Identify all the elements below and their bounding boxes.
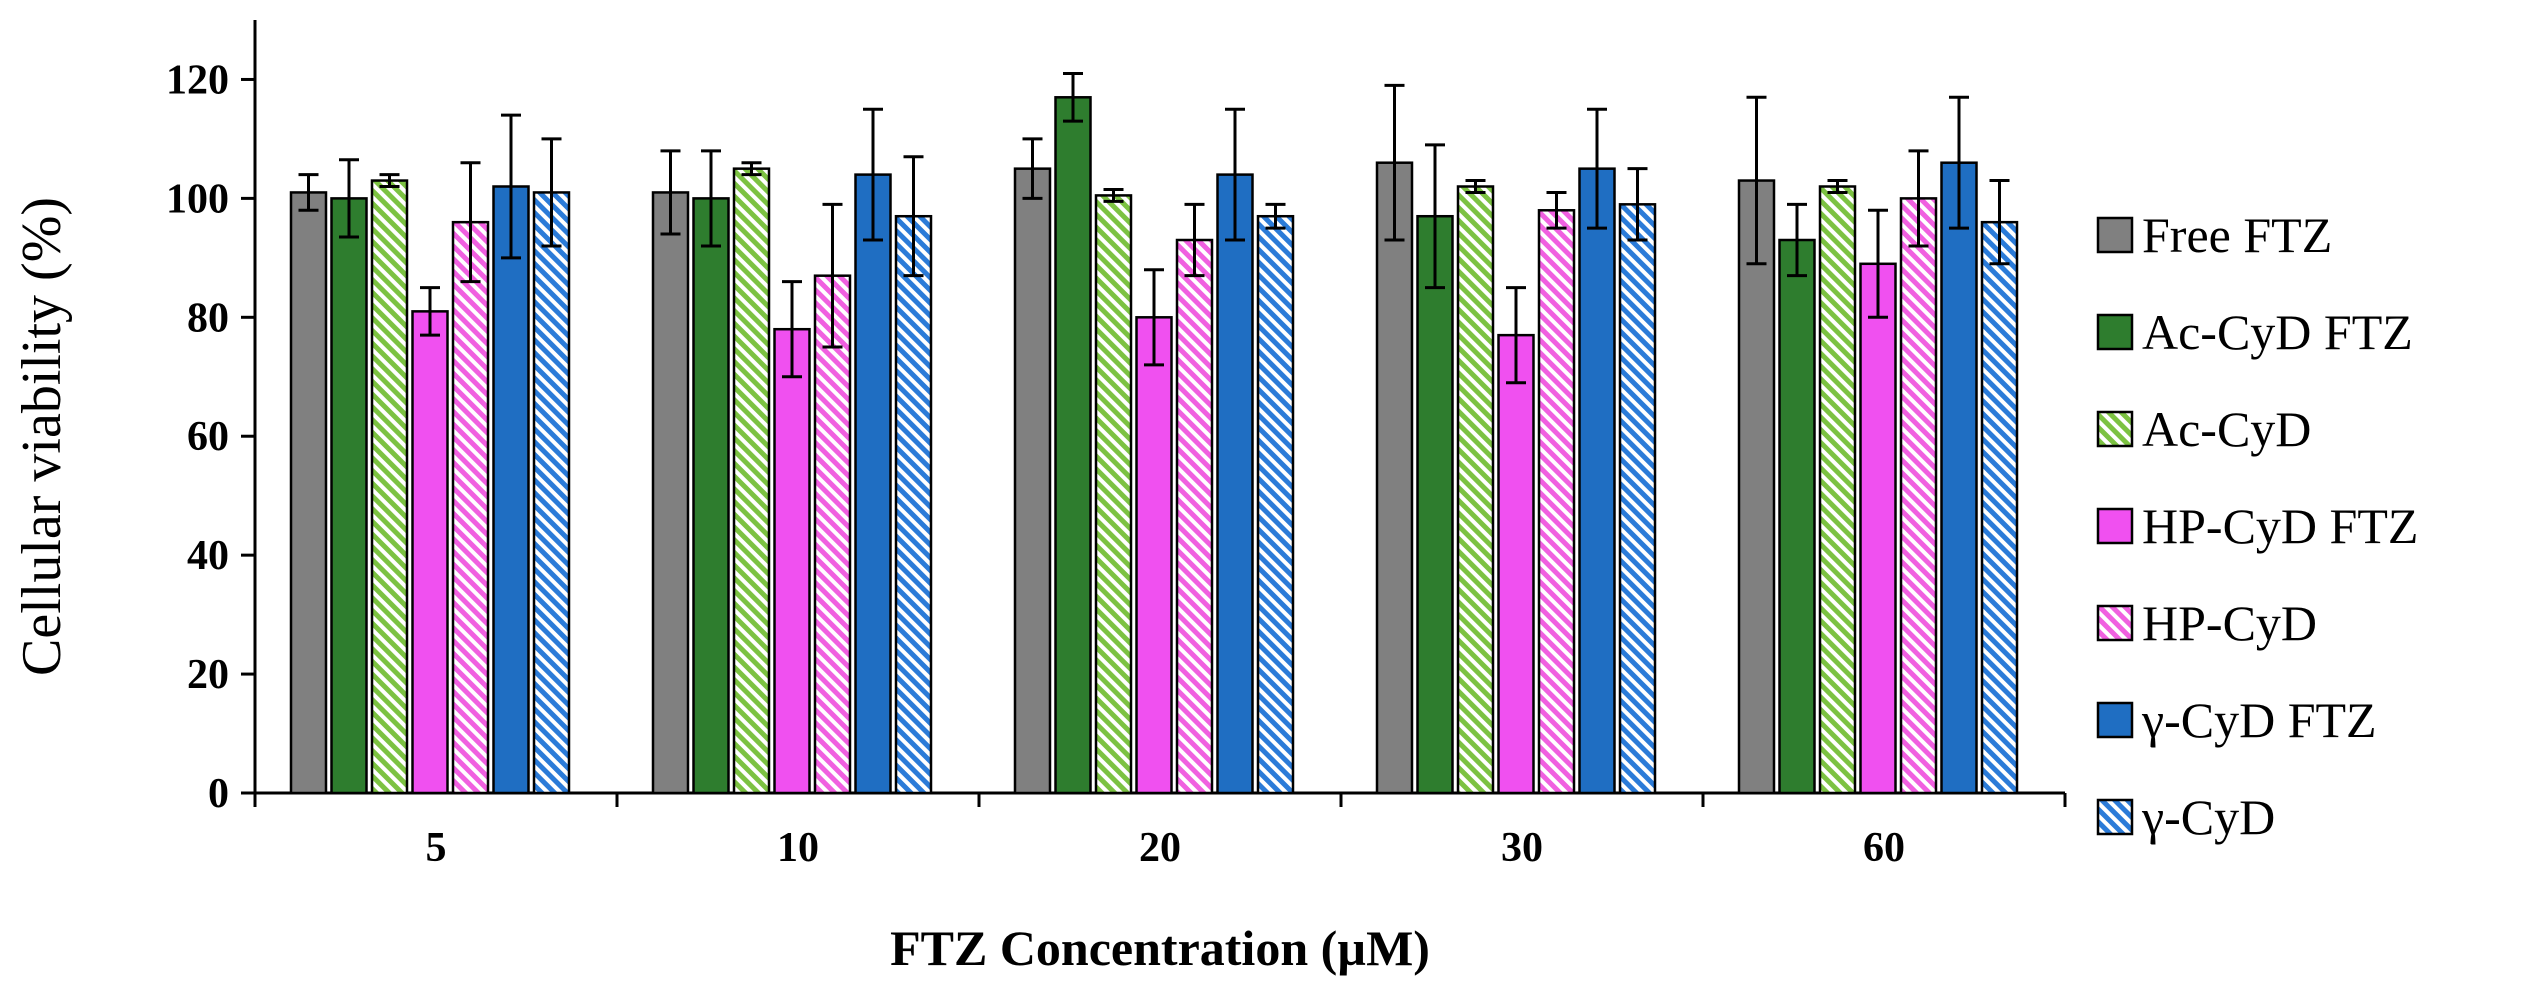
x-tick-label: 60 [1863, 825, 1905, 871]
bar--cyd-ftz-20 [1216, 173, 1254, 795]
bar-hp-cyd-10 [813, 274, 852, 795]
bar-ac-cyd-ftz-30 [1416, 214, 1454, 795]
y-tick-label: 20 [187, 652, 229, 698]
bar-hp-cyd-ftz-20 [1135, 316, 1173, 795]
legend-swatch [2096, 701, 2134, 739]
legend-swatch [2096, 798, 2134, 836]
bar-ac-cyd-ftz-10 [692, 197, 730, 795]
legend-swatch [2096, 410, 2134, 448]
bar-hp-cyd-5 [451, 220, 490, 795]
bar--cyd-10 [894, 214, 933, 795]
y-tick-label: 40 [187, 533, 229, 579]
bar--cyd-60 [1980, 220, 2019, 795]
bar-free-ftz-60 [1737, 179, 1776, 795]
legend-swatch [2096, 604, 2134, 642]
bar-ac-cyd-60 [1818, 185, 1857, 795]
x-tick-label: 30 [1501, 825, 1543, 871]
legend-label: HP-CyD [2142, 595, 2317, 651]
bar--cyd-5 [532, 191, 571, 795]
y-tick-label: 60 [187, 414, 229, 460]
x-tick-label: 5 [426, 825, 447, 871]
legend-label: γ-CyD FTZ [2141, 692, 2377, 748]
bar-hp-cyd-30 [1537, 209, 1576, 795]
legend-label: Free FTZ [2142, 207, 2332, 263]
bar--cyd-ftz-30 [1578, 167, 1616, 795]
bars [289, 96, 2019, 795]
y-axis-label: Cellular viability (%) [11, 197, 73, 676]
bar-free-ftz-5 [289, 191, 328, 795]
legend-label: Ac-CyD FTZ [2142, 304, 2413, 360]
y-tick-label: 80 [187, 295, 229, 341]
x-tick-label: 10 [777, 825, 819, 871]
bar-hp-cyd-60 [1899, 197, 1938, 795]
bar-ac-cyd-10 [732, 167, 771, 795]
x-axis-label: FTZ Concentration (µM) [890, 920, 1430, 976]
legend-label: Ac-CyD [2142, 401, 2311, 457]
y-tick-label: 120 [166, 57, 229, 103]
bar-ac-cyd-5 [370, 179, 409, 795]
x-tick-label: 20 [1139, 825, 1181, 871]
bar-hp-cyd-ftz-60 [1859, 262, 1897, 795]
bar--cyd-ftz-5 [492, 185, 530, 795]
bar--cyd-30 [1618, 203, 1657, 795]
bar-ac-cyd-ftz-5 [330, 197, 368, 795]
bar-ac-cyd-30 [1456, 185, 1495, 795]
error-bars [298, 72, 2010, 385]
legend-label: HP-CyD FTZ [2142, 498, 2418, 554]
bar-ac-cyd-ftz-20 [1054, 96, 1092, 795]
bar-ac-cyd-20 [1094, 194, 1133, 795]
legend-swatch [2096, 507, 2134, 545]
legend-swatch [2096, 216, 2134, 254]
bar-hp-cyd-ftz-5 [411, 310, 449, 795]
bar--cyd-20 [1256, 214, 1295, 795]
y-tick-label: 0 [208, 771, 229, 817]
legend-label: γ-CyD [2141, 789, 2275, 845]
bar-hp-cyd-ftz-30 [1497, 333, 1535, 795]
bar-ac-cyd-ftz-60 [1778, 238, 1816, 795]
bar-hp-cyd-20 [1175, 238, 1214, 795]
y-tick-label: 100 [166, 176, 229, 222]
bar-free-ftz-30 [1375, 161, 1414, 795]
bar-free-ftz-20 [1013, 167, 1052, 795]
legend: Free FTZ Ac-CyD FTZ Ac-CyD HP-CyD FTZ HP-CyD… [2096, 207, 2418, 845]
bar-free-ftz-10 [651, 191, 690, 795]
bar-hp-cyd-ftz-10 [773, 327, 811, 795]
bar--cyd-ftz-10 [854, 173, 892, 795]
legend-swatch [2096, 313, 2134, 351]
bar--cyd-ftz-60 [1940, 161, 1978, 795]
